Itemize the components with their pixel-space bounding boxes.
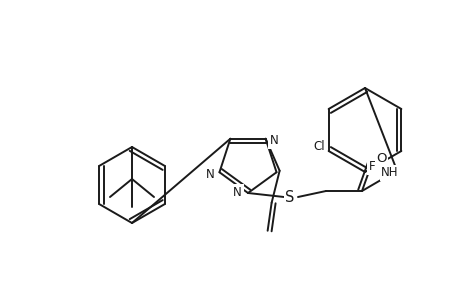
Text: N: N bbox=[233, 185, 241, 199]
Text: S: S bbox=[285, 190, 294, 205]
Text: N: N bbox=[205, 168, 214, 181]
Text: N: N bbox=[269, 134, 278, 147]
Text: O: O bbox=[375, 152, 386, 166]
Text: Cl: Cl bbox=[312, 140, 324, 152]
Text: NH: NH bbox=[381, 167, 398, 179]
Text: F: F bbox=[368, 160, 375, 173]
